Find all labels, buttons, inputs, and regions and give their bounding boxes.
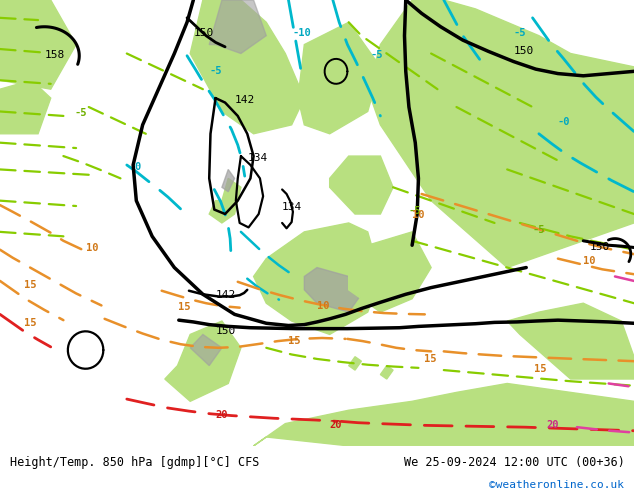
Text: 150: 150	[216, 325, 236, 336]
Text: 142: 142	[235, 95, 255, 104]
Polygon shape	[368, 0, 634, 268]
Text: 20: 20	[216, 410, 228, 420]
Text: -0: -0	[558, 117, 571, 127]
Text: -5: -5	[514, 27, 526, 38]
Polygon shape	[254, 223, 380, 334]
Polygon shape	[254, 384, 634, 446]
Polygon shape	[330, 156, 393, 214]
Text: 0: 0	[134, 162, 141, 172]
Text: 150: 150	[590, 242, 610, 252]
Polygon shape	[349, 357, 361, 370]
Text: 150: 150	[193, 27, 214, 38]
Text: 15: 15	[178, 302, 190, 312]
Polygon shape	[380, 366, 393, 379]
Text: 150: 150	[514, 46, 534, 55]
Text: Height/Temp. 850 hPa [gdmp][°C] CFS: Height/Temp. 850 hPa [gdmp][°C] CFS	[10, 456, 259, 469]
Text: 20: 20	[330, 420, 342, 430]
Text: 15: 15	[24, 280, 37, 290]
Text: 15: 15	[534, 365, 547, 374]
Text: 20: 20	[547, 420, 559, 430]
Polygon shape	[190, 334, 222, 366]
Polygon shape	[349, 232, 431, 312]
Polygon shape	[190, 0, 304, 134]
Polygon shape	[222, 170, 235, 192]
Text: 10: 10	[412, 211, 425, 220]
Text: 134: 134	[247, 152, 268, 163]
Text: 10: 10	[583, 256, 596, 266]
Polygon shape	[0, 80, 51, 134]
Text: -5: -5	[409, 206, 422, 216]
Text: -5: -5	[533, 225, 545, 235]
Polygon shape	[209, 178, 241, 223]
Text: 15: 15	[288, 336, 301, 346]
Text: -5: -5	[209, 66, 222, 75]
Text: -10: -10	[293, 27, 312, 38]
Text: 15: 15	[424, 354, 436, 364]
Text: We 25-09-2024 12:00 UTC (00+36): We 25-09-2024 12:00 UTC (00+36)	[404, 456, 624, 469]
Polygon shape	[0, 0, 76, 89]
Polygon shape	[304, 268, 361, 312]
Text: 158: 158	[44, 50, 65, 60]
Text: 10: 10	[317, 300, 330, 311]
Text: -5: -5	[371, 50, 384, 60]
Text: 142: 142	[216, 290, 236, 300]
Polygon shape	[507, 303, 634, 379]
Polygon shape	[209, 0, 266, 53]
Text: -5: -5	[75, 108, 87, 118]
Polygon shape	[165, 321, 241, 401]
Text: 10: 10	[86, 243, 98, 253]
Text: 15: 15	[24, 318, 37, 327]
Polygon shape	[298, 22, 380, 134]
Text: ©weatheronline.co.uk: ©weatheronline.co.uk	[489, 480, 624, 490]
Text: 134: 134	[282, 201, 302, 212]
